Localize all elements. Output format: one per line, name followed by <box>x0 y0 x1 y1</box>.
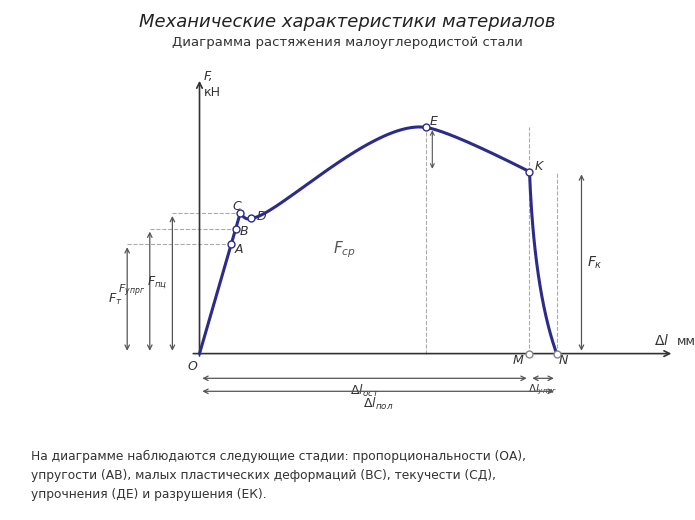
Text: E: E <box>430 115 438 128</box>
Text: $F_т$: $F_т$ <box>108 291 123 307</box>
Text: M: M <box>513 355 523 367</box>
Text: кН: кН <box>204 86 221 99</box>
Text: K: K <box>534 161 543 174</box>
Text: $F_{упрг}$: $F_{упрг}$ <box>118 283 145 300</box>
Text: Диаграмма растяжения малоуглеродистой стали: Диаграмма растяжения малоуглеродистой ст… <box>172 36 523 49</box>
Text: A: A <box>235 243 243 256</box>
Text: F,: F, <box>204 70 213 83</box>
Text: $\Delta l_{ост}$: $\Delta l_{ост}$ <box>350 383 379 399</box>
Text: D: D <box>256 210 266 223</box>
Text: O: O <box>188 360 197 373</box>
Text: Механические характеристики материалов: Механические характеристики материалов <box>139 13 556 31</box>
Text: $F_{пц}$: $F_{пц}$ <box>147 275 168 292</box>
Text: мм: мм <box>676 335 695 348</box>
Text: C: C <box>232 200 241 213</box>
Text: $F_к$: $F_к$ <box>587 254 603 271</box>
Text: B: B <box>240 225 248 238</box>
Text: $\Delta l_{упрг}$: $\Delta l_{упрг}$ <box>528 383 558 397</box>
Text: $\Delta l_{пол}$: $\Delta l_{пол}$ <box>363 396 393 412</box>
Text: $F_{ср}$: $F_{ср}$ <box>333 239 356 260</box>
Text: На диаграмме наблюдаются следующие стадии: пропорциональности (ОА),
упругости (А: На диаграмме наблюдаются следующие стади… <box>31 450 526 501</box>
Text: N: N <box>559 355 568 367</box>
Text: $\Delta l$: $\Delta l$ <box>655 333 669 348</box>
